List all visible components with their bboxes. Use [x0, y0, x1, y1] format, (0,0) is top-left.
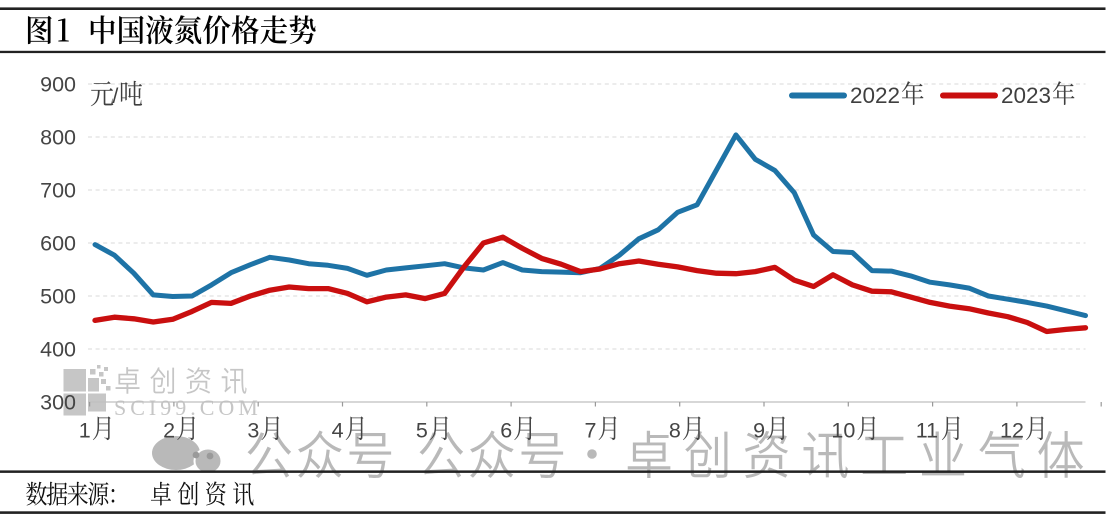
- svg-text:2023: 2023: [1001, 83, 1051, 108]
- svg-text:10: 10: [831, 419, 855, 443]
- svg-text:700: 700: [40, 179, 76, 203]
- svg-text:2022: 2022: [850, 83, 900, 108]
- svg-text:12: 12: [1000, 419, 1024, 443]
- svg-text:11: 11: [916, 419, 938, 443]
- svg-text:3: 3: [247, 419, 259, 443]
- svg-text:300: 300: [40, 391, 76, 415]
- svg-text:SCI99.COM: SCI99.COM: [114, 395, 262, 420]
- svg-text:5: 5: [416, 419, 428, 443]
- svg-text:2: 2: [163, 419, 175, 443]
- svg-text:6: 6: [500, 419, 512, 443]
- svg-text:7: 7: [585, 419, 597, 443]
- svg-text:/: /: [113, 85, 119, 108]
- svg-text:9: 9: [753, 419, 765, 443]
- svg-text:4: 4: [332, 419, 344, 443]
- svg-text:800: 800: [40, 126, 76, 150]
- svg-text:8: 8: [669, 419, 681, 443]
- svg-text:900: 900: [40, 73, 76, 97]
- svg-text:500: 500: [40, 285, 76, 309]
- svg-text:600: 600: [40, 232, 76, 256]
- svg-text:400: 400: [40, 338, 76, 362]
- svg-text:1: 1: [79, 419, 91, 443]
